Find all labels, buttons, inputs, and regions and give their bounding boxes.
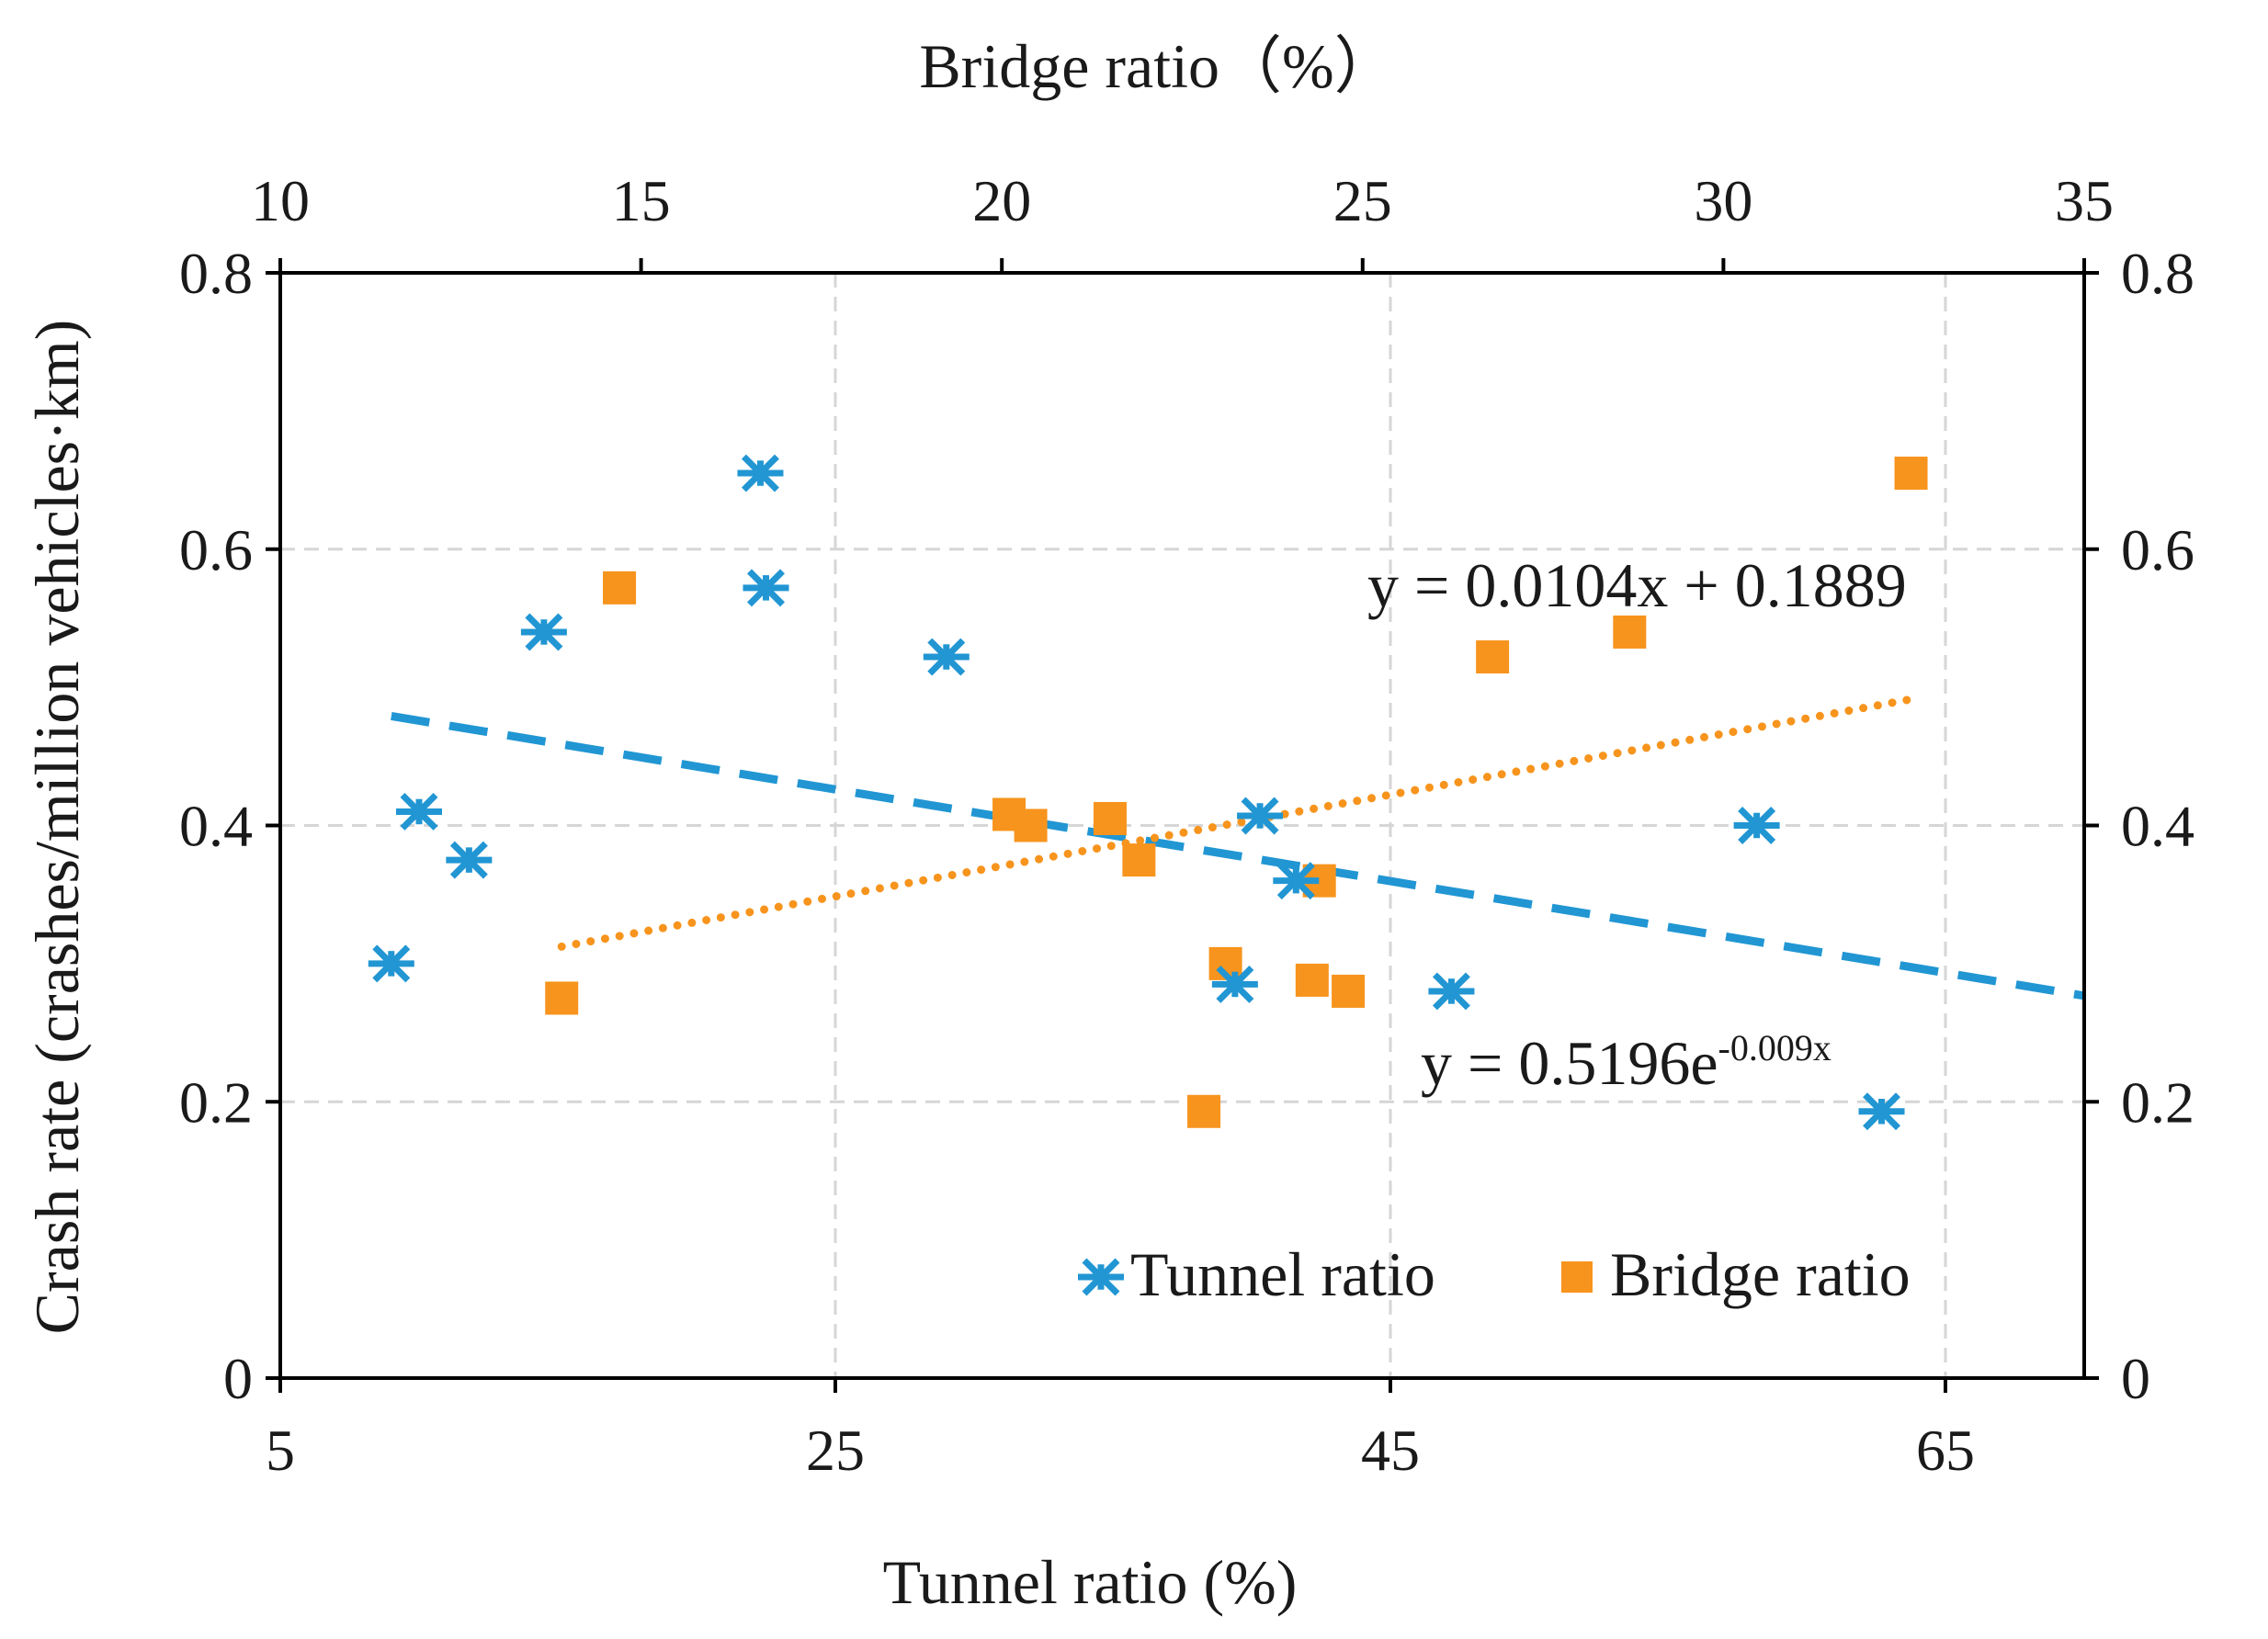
ticks: 5 25 45 65 10 15 20 25 30 35 0 0.2 0.4 0.6 0.8 0 0.2 0.4 0… [179, 168, 2194, 1483]
x-top-tick-label: 15 [612, 168, 671, 233]
exponential-trend-equation: y = 0.5196e-0.009x [1421, 1027, 1831, 1098]
legend-tunnel-marker [1078, 1258, 1124, 1296]
plot-area: 5 25 45 65 10 15 20 25 30 35 0 0.2 0.4 0.6 0.8 0 0.2 0.4 0… [179, 168, 2194, 1483]
legend-bridge-marker [1561, 1261, 1593, 1293]
x-bottom-axis-title: Tunnel ratio (%) [883, 1547, 1298, 1617]
bridge-point [1332, 974, 1366, 1008]
y-left-axis-title: Crash rate (crashes/million vehicles·km) [22, 320, 92, 1335]
exponential-equation-exponent: -0.009x [1718, 1027, 1831, 1068]
tunnel-point [923, 638, 970, 676]
bridge-point [1476, 640, 1510, 674]
bridge-trendline [557, 695, 1916, 951]
tunnel-point [446, 841, 493, 879]
bridge-point [545, 981, 579, 1015]
tunnel-point [1237, 797, 1284, 835]
tunnel-point [737, 454, 784, 492]
x-bottom-tick-label: 5 [266, 1418, 295, 1483]
tunnel-point [1733, 807, 1780, 844]
x-top-tick-label: 20 [972, 168, 1031, 233]
x-bottom-tick-label: 65 [1916, 1418, 1975, 1483]
bridge-point [1295, 963, 1329, 997]
legend-bridge-glyph [1561, 1261, 1593, 1293]
legend: Tunnel ratio Bridge ratio [1078, 1239, 1911, 1309]
y-left-tick-label: 0.2 [179, 1069, 253, 1135]
bridge-point [1014, 808, 1048, 842]
tunnel-trendline [391, 712, 2085, 1000]
x-top-axis-title: Bridge ratio（%） [919, 31, 1396, 101]
bridge-point [1187, 1094, 1221, 1128]
linear-trend-equation: y = 0.0104x + 0.1889 [1367, 550, 1907, 620]
y-left-tick-label: 0.8 [179, 241, 253, 306]
x-top-tick-label: 30 [1694, 168, 1752, 233]
bridge-point [603, 571, 637, 605]
y-left-tick-label: 0 [223, 1346, 253, 1411]
data-points [368, 454, 1928, 1131]
bridge-point [1093, 801, 1127, 835]
x-bottom-tick-label: 45 [1361, 1418, 1420, 1483]
tunnel-point [368, 944, 414, 983]
x-top-tick-label: 10 [251, 168, 310, 233]
legend-bridge-label: Bridge ratio [1610, 1239, 1911, 1309]
y-right-tick-label: 0.4 [2121, 794, 2194, 859]
tunnel-point [520, 613, 567, 651]
legend-tunnel-glyph [1078, 1258, 1124, 1296]
bridge-point [1122, 843, 1156, 877]
y-left-tick-label: 0.6 [179, 517, 253, 582]
y-right-tick-label: 0.2 [2121, 1069, 2194, 1135]
tunnel-point [1273, 862, 1320, 900]
y-right-tick-label: 0.6 [2121, 517, 2194, 582]
x-bottom-tick-label: 25 [806, 1418, 865, 1483]
tunnel-point [743, 569, 789, 607]
x-top-tick-label: 25 [1333, 168, 1392, 233]
legend-tunnel-label: Tunnel ratio [1130, 1239, 1435, 1309]
tunnel-point [1428, 972, 1475, 1011]
exponential-equation-base: y = 0.5196e [1421, 1028, 1718, 1098]
x-top-tick-label: 35 [2055, 168, 2114, 233]
y-left-tick-label: 0.4 [179, 794, 253, 859]
tunnel-point [1211, 965, 1258, 1003]
trendlines [391, 695, 2085, 1000]
bridge-point [1894, 457, 1928, 491]
grid [280, 273, 2084, 1378]
tunnel-point [1858, 1092, 1905, 1131]
bridge-point [1613, 615, 1647, 649]
y-right-tick-label: 0 [2121, 1346, 2150, 1411]
tunnel-point [396, 792, 442, 831]
y-right-tick-label: 0.8 [2121, 241, 2194, 306]
